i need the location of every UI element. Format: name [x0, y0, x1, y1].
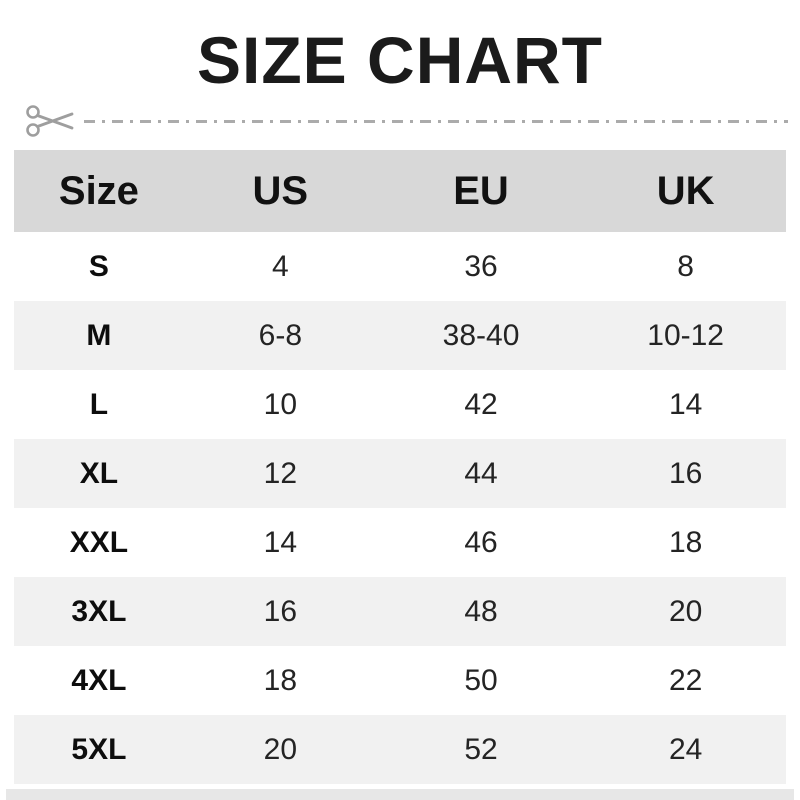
us-value: 6-8: [258, 318, 302, 352]
us-value: 10: [263, 387, 298, 421]
dashed-cut-line: [84, 119, 788, 123]
size-label: 4XL: [71, 663, 127, 697]
size-label: 5XL: [71, 732, 127, 766]
page-title: SIZE CHART: [197, 23, 603, 97]
column-header-size: Size: [14, 150, 184, 232]
uk-value: 8: [677, 249, 694, 283]
table-row: XXL 14 46 18: [14, 508, 786, 577]
eu-value: 50: [464, 663, 498, 697]
us-value: 16: [263, 594, 298, 628]
table-row: 5XL 20 52 24: [14, 715, 786, 784]
eu-value: 42: [464, 387, 498, 421]
uk-value: 22: [668, 663, 703, 697]
scissors-icon: [26, 105, 74, 137]
size-label: S: [88, 249, 109, 283]
eu-value: 36: [464, 249, 498, 283]
uk-value: 14: [668, 387, 703, 421]
table-row: M 6-8 38-40 10-12: [14, 301, 786, 370]
bottom-cropped-row-strip: [6, 789, 794, 800]
table-row: 3XL 16 48 20: [14, 577, 786, 646]
us-value: 18: [263, 663, 298, 697]
eu-value: 52: [464, 732, 498, 766]
table-row: L 10 42 14: [14, 370, 786, 439]
uk-value: 16: [668, 456, 703, 490]
header-row: Size US EU UK: [14, 150, 786, 232]
column-header-us: US: [183, 150, 377, 232]
size-chart-table: Size US EU UK S 4 36 8 M 6-8 38-40 10-12…: [14, 150, 786, 784]
size-label: XL: [79, 456, 119, 490]
eu-value: 44: [464, 456, 498, 490]
table-row: XL 12 44 16: [14, 439, 786, 508]
us-value: 14: [263, 525, 298, 559]
cut-line-row: [0, 98, 800, 144]
size-label: M: [86, 318, 112, 352]
eu-value: 46: [464, 525, 498, 559]
column-header-eu: EU: [376, 150, 586, 232]
us-value: 20: [263, 732, 298, 766]
us-value: 4: [271, 249, 289, 283]
column-header-uk: UK: [585, 150, 786, 232]
size-label: 3XL: [71, 594, 127, 628]
uk-value: 18: [668, 525, 703, 559]
table-row: 4XL 18 50 22: [14, 646, 786, 715]
table-row: S 4 36 8: [14, 232, 786, 301]
uk-value: 20: [668, 594, 703, 628]
size-label: XXL: [69, 525, 129, 559]
size-label: L: [89, 387, 109, 421]
eu-value: 38-40: [442, 318, 520, 352]
us-value: 12: [263, 456, 298, 490]
uk-value: 24: [668, 732, 703, 766]
uk-value: 10-12: [647, 318, 724, 352]
eu-value: 48: [464, 594, 498, 628]
